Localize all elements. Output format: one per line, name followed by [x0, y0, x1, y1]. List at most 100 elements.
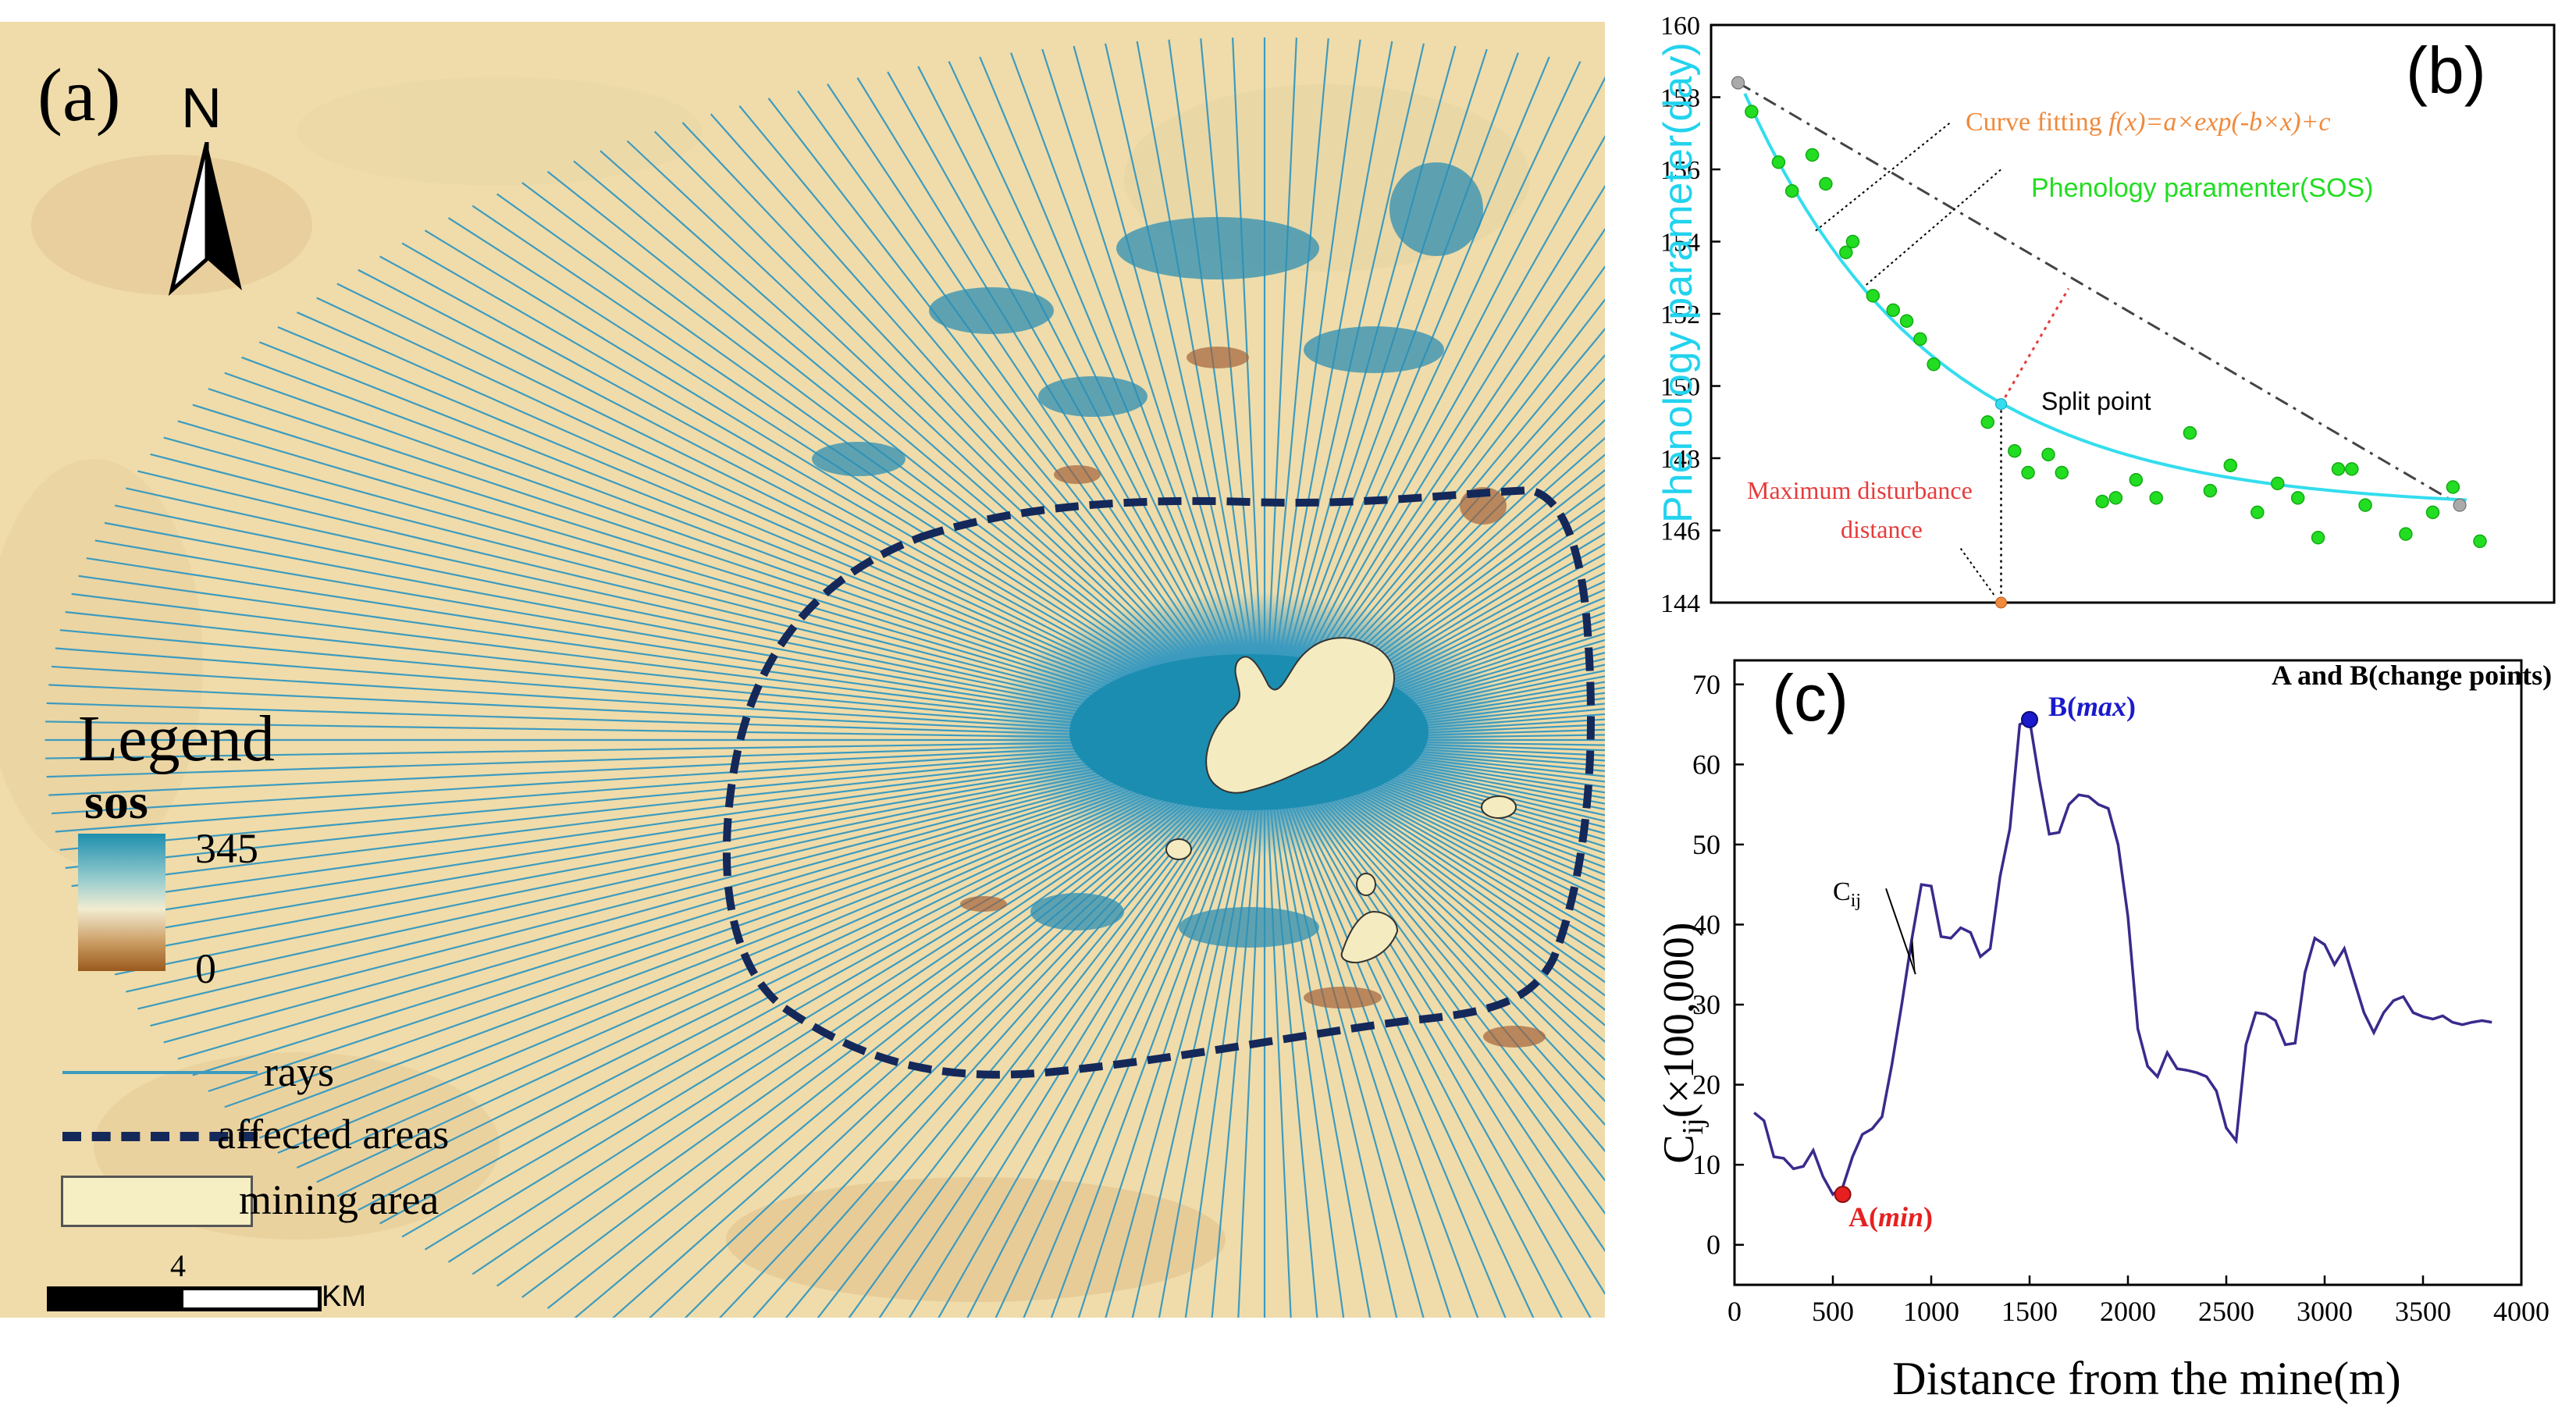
sos-point[interactable] [2358, 498, 2372, 512]
chart-c-xtick-label: 4000 [2493, 1296, 2549, 1327]
sos-point[interactable] [1866, 289, 1880, 303]
change-point-a[interactable] [1834, 1186, 1852, 1204]
north-label: N [181, 77, 222, 140]
chart-b-max-distance-line [2000, 287, 2070, 405]
chart-c-ytick-label: 60 [1692, 749, 1720, 780]
max-distance-point[interactable] [1995, 596, 2008, 609]
chart-c-xtick-label: 500 [1812, 1296, 1854, 1327]
chart-c-ylabel: Cij(×100,000) [1654, 914, 1710, 1172]
chart-c-frame [1733, 659, 2523, 1286]
sos-point[interactable] [2271, 476, 2285, 491]
chart-b-curve-arrow [1815, 122, 1952, 232]
ray [1263, 739, 1318, 1318]
sos-point[interactable] [2095, 494, 2109, 509]
chart-c-ytick-label: 70 [1692, 669, 1720, 700]
sos-point[interactable] [2311, 531, 2325, 545]
sos-point[interactable] [2129, 473, 2144, 487]
sos-point[interactable] [2008, 444, 2022, 458]
cij-arrow [1885, 888, 1916, 975]
cij-annotation: Cij [1833, 877, 1861, 912]
chart-c-ytick-label: 50 [1692, 829, 1720, 860]
chart-b-svg[interactable]: 160 158 156 154 152 150 148 146 144 [1616, 0, 2576, 624]
sos-point[interactable] [1819, 176, 1833, 191]
legend-field: sos [84, 774, 148, 829]
chart-c-title: A and B(change points) [2272, 660, 2553, 691]
legend-title: Legend [78, 703, 275, 775]
chart-b-ytick-label: 150 [1660, 373, 1700, 402]
point-a-em: min [1878, 1201, 1924, 1233]
sos-point[interactable] [2473, 534, 2487, 549]
chart-c-xtick-label: 2500 [2198, 1296, 2254, 1327]
sos-point[interactable] [2290, 491, 2305, 505]
chart-c-ytick-label: 20 [1692, 1069, 1720, 1101]
sos-point[interactable] [2021, 465, 2035, 480]
mining-area-south [1340, 910, 1399, 964]
sos-point[interactable] [2041, 447, 2055, 462]
legend-symbol-affected [62, 1132, 258, 1141]
map-canvas[interactable] [0, 22, 1605, 1318]
sos-point[interactable] [1886, 303, 1901, 318]
ray [1263, 739, 1345, 1318]
legend-ramp-min: 0 [195, 945, 216, 992]
chart-b-ytick-label: 160 [1660, 12, 1700, 41]
vegetation-patches [812, 162, 1483, 948]
sos-point[interactable] [1927, 358, 1941, 372]
split-point-label: Split point [2041, 387, 2151, 415]
chart-c-svg[interactable]: 0 500 1000 1500 2000 2500 3000 3500 4000 0 10 20 30 4… [1616, 624, 2576, 1423]
sos-point[interactable] [2108, 491, 2123, 505]
ray [1263, 739, 1479, 1318]
affected-area-boundary[interactable] [722, 486, 1595, 1079]
sos-point[interactable] [2425, 505, 2440, 520]
panel-label-b: (b) [2406, 34, 2486, 107]
chart-b-ylabel: Phenology parameter(day) [1656, 42, 1701, 523]
chart-c-xtick-label: 0 [1727, 1296, 1742, 1327]
sos-point[interactable] [1899, 314, 1914, 328]
sos-point[interactable] [2055, 465, 2069, 480]
sos-point[interactable] [2203, 483, 2218, 498]
chart-c-ytick-label: 0 [1706, 1229, 1720, 1261]
sos-point[interactable] [1839, 245, 1853, 260]
north-arrow: N [156, 76, 258, 303]
reference-end-point[interactable] [2453, 498, 2467, 512]
sos-point[interactable] [2331, 462, 2346, 476]
mining-area-small-3 [1356, 873, 1376, 896]
chart-c-ytick-label: 10 [1692, 1149, 1720, 1180]
ylabel-sub: ij [1677, 1118, 1710, 1135]
cij-sub: ij [1850, 890, 1862, 911]
legend-symbol-rays [62, 1071, 258, 1074]
map-legend: Legend sos 345 0 rays affected areas min… [47, 701, 515, 1247]
sos-point[interactable] [1845, 234, 1860, 249]
ray [1263, 739, 1372, 1318]
change-point-b[interactable] [2021, 710, 2038, 728]
sos-point[interactable] [1784, 184, 1799, 198]
point-b-em: max [2076, 691, 2127, 722]
sos-point[interactable] [2149, 491, 2163, 505]
sos-point[interactable] [1745, 105, 1759, 119]
sos-point[interactable] [2250, 505, 2265, 520]
max-dist-label-1: Maximum disturbance [1747, 476, 1973, 504]
sos-point[interactable] [1980, 415, 1994, 429]
ray [1263, 739, 1452, 1318]
sos-point[interactable] [1805, 148, 1820, 162]
sos-point[interactable] [2223, 458, 2238, 472]
point-b-end: ) [2126, 691, 2137, 722]
split-point[interactable] [1995, 398, 2008, 411]
ray [1237, 739, 1266, 1318]
sos-point[interactable] [2446, 480, 2460, 494]
chart-b-sos-arrow [1866, 169, 2002, 286]
reference-start-point[interactable] [1731, 76, 1745, 90]
panel-label-a: (a) [37, 53, 121, 137]
chart-b-ytick-label: 144 [1660, 589, 1700, 618]
cij-series-line[interactable] [1753, 717, 2492, 1197]
sos-point[interactable] [1771, 155, 1786, 169]
mining-area-main [1205, 637, 1395, 794]
north-arrow-icon [168, 142, 242, 297]
chart-b-fitted-curve [1743, 93, 2467, 502]
point-a-main: A( [1848, 1201, 1878, 1233]
sos-point[interactable] [2399, 527, 2413, 541]
mining-areas[interactable] [1165, 637, 1517, 964]
sos-point[interactable] [2345, 462, 2359, 476]
sos-point[interactable] [2183, 425, 2197, 440]
chart-c-xtick-label: 1000 [1903, 1296, 1959, 1327]
sos-point[interactable] [1913, 332, 1927, 347]
